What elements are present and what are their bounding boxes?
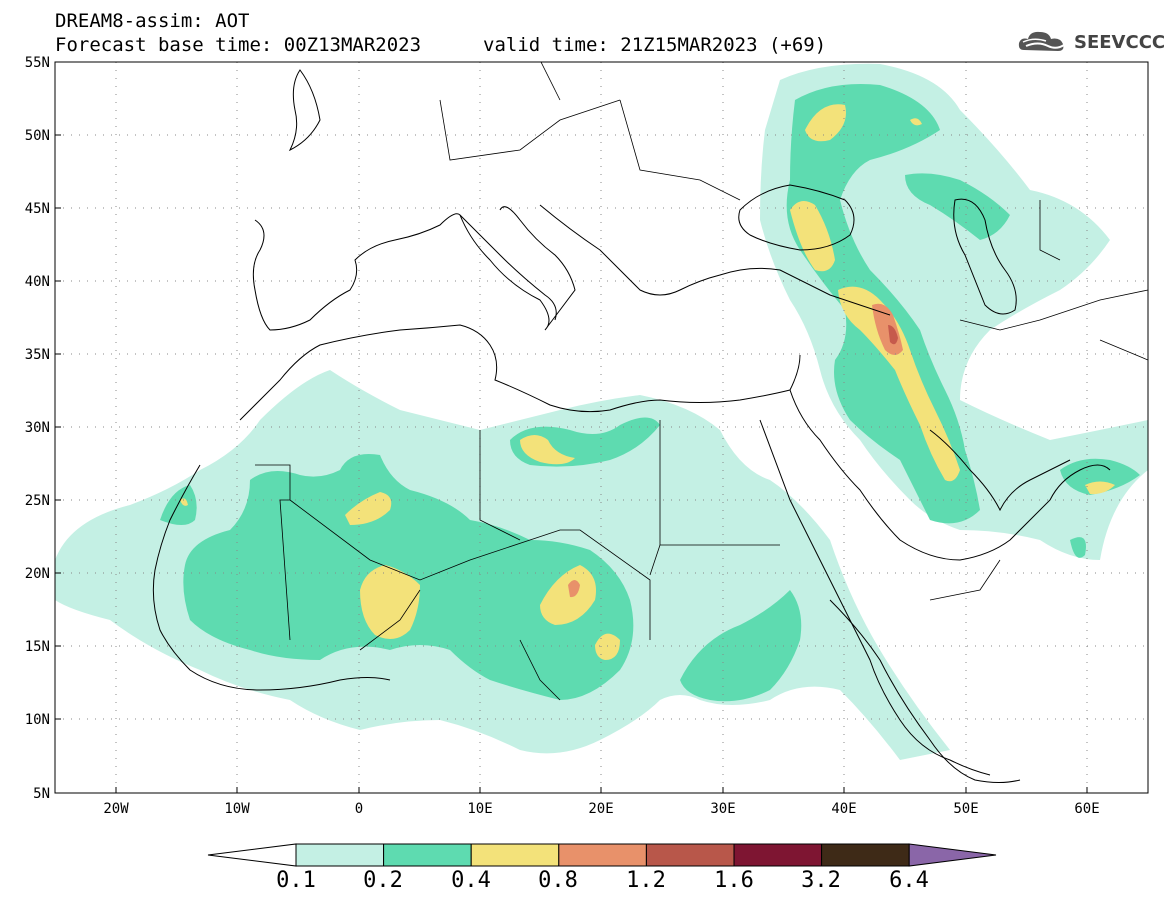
lat-label-30n: 30N: [25, 420, 50, 436]
lon-label-50e: 50E: [953, 801, 978, 817]
color-bar-segment-5: [645, 843, 735, 867]
lon-label-10w: 10W: [224, 801, 250, 817]
lon-label-20e: 20E: [588, 801, 613, 817]
color-bar-segment-1: [295, 843, 385, 867]
coastlines: [152, 62, 1148, 783]
map-title: DREAM8-assim: AOT: [55, 10, 250, 32]
color-bar-segment-2: [383, 843, 472, 867]
logo-text: SEEVCCC: [1074, 31, 1165, 53]
cbar-label-0.4: 0.4: [451, 868, 491, 893]
cloud-logo-icon: [1018, 31, 1065, 51]
lon-label-40e: 40E: [831, 801, 856, 817]
lat-label-45n: 45N: [25, 201, 50, 217]
lon-label-10e: 10E: [467, 801, 492, 817]
aot-layer-0.4: [180, 104, 1115, 660]
aot-fields: [55, 63, 1148, 760]
lat-label-20n: 20N: [25, 566, 50, 582]
color-bar-segment-4: [558, 843, 647, 867]
cbar-label-3.2: 3.2: [801, 868, 841, 893]
cbar-label-0.2: 0.2: [363, 868, 403, 893]
lon-label-30e: 30E: [710, 801, 735, 817]
latitude-labels: 55N 50N 45N 40N 35N 30N 25N 20N 15N 10N …: [25, 55, 50, 802]
lat-label-40n: 40N: [25, 274, 50, 290]
lon-label-0: 0: [355, 801, 363, 817]
cbar-label-6.4: 6.4: [889, 868, 929, 893]
color-bar-segment-6: [733, 843, 823, 867]
lat-label-5n: 5N: [33, 786, 50, 802]
color-bar-segment-below: [207, 843, 297, 867]
lon-label-20w: 20W: [103, 801, 129, 817]
lat-label-10n: 10N: [25, 712, 50, 728]
color-bar-segment-7: [821, 843, 910, 867]
lat-label-35n: 35N: [25, 347, 50, 363]
color-bar-segment-3: [470, 843, 560, 867]
cbar-label-0.8: 0.8: [538, 868, 578, 893]
lat-label-50n: 50N: [25, 128, 50, 144]
lat-label-25n: 25N: [25, 493, 50, 509]
cbar-label-1.2: 1.2: [626, 868, 666, 893]
color-bar: [207, 843, 997, 867]
valid-time: valid time: 21Z15MAR2023 (+69): [483, 34, 827, 56]
lon-label-60e: 60E: [1074, 801, 1099, 817]
cbar-label-0.1: 0.1: [276, 868, 316, 893]
color-bar-segment-above: [908, 843, 997, 867]
aot-layer-1.2: [888, 325, 898, 345]
lat-label-15n: 15N: [25, 639, 50, 655]
longitude-labels: 20W 10W 0 10E 20E 30E 40E 50E 60E: [103, 801, 1099, 817]
axis-ticks: [55, 61, 1088, 793]
forecast-base-time: Forecast base time: 00Z13MAR2023: [55, 34, 422, 56]
seevccc-logo: SEEVCCC: [1018, 28, 1165, 56]
cbar-label-1.6: 1.6: [714, 868, 754, 893]
lat-label-55n: 55N: [25, 55, 50, 71]
